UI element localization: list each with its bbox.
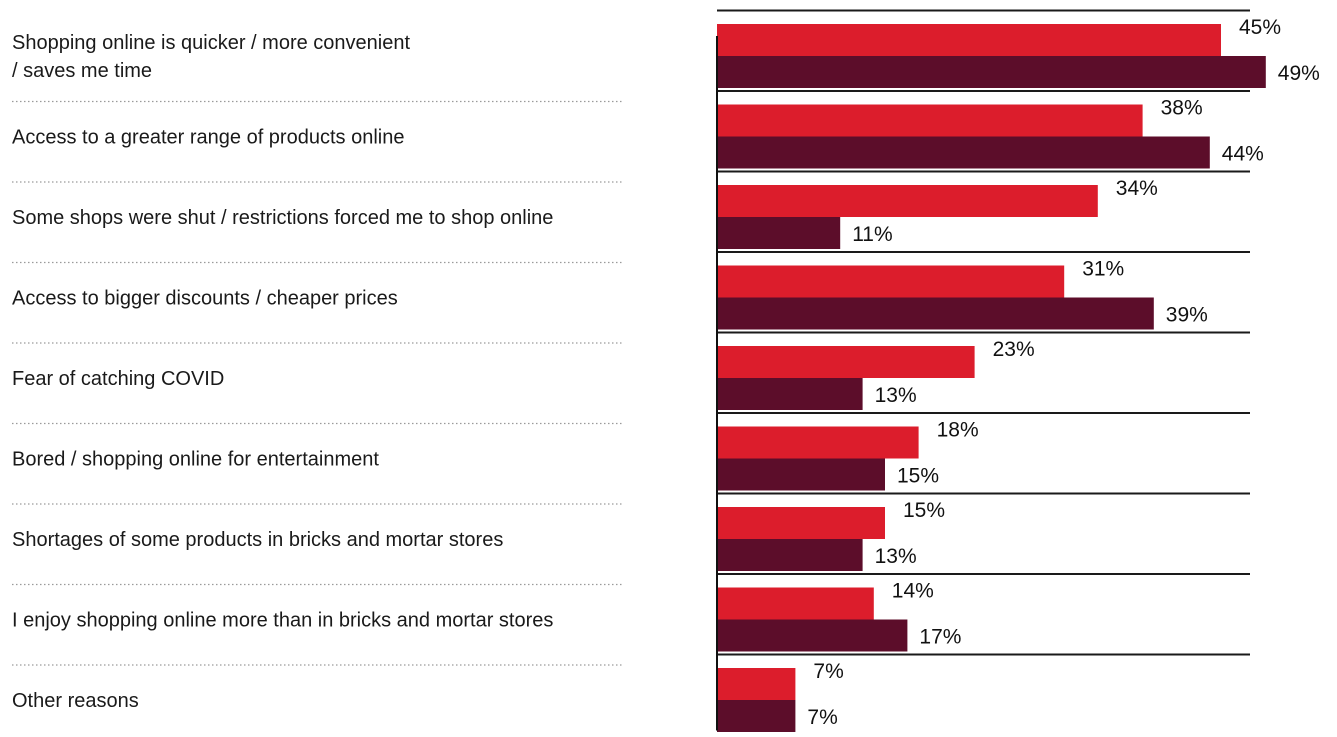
bar-series-1 <box>717 265 1065 298</box>
value-labels: 45% 49% 38% 44% 34% 11% 31% 39% 23% 13% 18% 15% 15% 1… <box>807 16 1319 729</box>
bar-series-2 <box>717 217 841 249</box>
data-label: 38% <box>1161 97 1203 120</box>
bar-series-1 <box>717 587 874 620</box>
category-label: I enjoy shopping online more than in bri… <box>12 610 553 632</box>
bar-series-1 <box>717 185 1098 217</box>
bar-series-2 <box>717 458 885 491</box>
bar-series-1 <box>717 668 796 700</box>
data-label: 44% <box>1222 143 1264 166</box>
data-label: 7% <box>807 706 837 729</box>
data-label: 13% <box>875 384 917 407</box>
data-label: 17% <box>919 626 961 649</box>
data-label: 45% <box>1239 16 1281 39</box>
bar-series-2 <box>717 378 863 410</box>
category-label: Shortages of some products in bricks and… <box>12 529 503 551</box>
data-label: 15% <box>897 465 939 488</box>
data-label: 11% <box>852 223 892 246</box>
category-label: / saves me time <box>12 60 152 82</box>
bar-series-1 <box>717 104 1143 137</box>
bar-series-1 <box>717 24 1221 56</box>
data-label: 31% <box>1082 258 1124 281</box>
data-label: 49% <box>1278 62 1320 85</box>
bar-series-2 <box>717 700 796 732</box>
category-label: Access to bigger discounts / cheaper pri… <box>12 288 398 310</box>
data-label: 39% <box>1166 304 1208 327</box>
bar-series-1 <box>717 346 975 378</box>
category-label: Shopping online is quicker / more conven… <box>12 32 410 54</box>
category-label: Access to a greater range of products on… <box>12 127 404 149</box>
bar-series-2 <box>717 56 1266 88</box>
category-label: Bored / shopping online for entertainmen… <box>12 449 379 471</box>
bar-series-2 <box>717 297 1154 330</box>
category-label: Some shops were shut / restrictions forc… <box>12 207 553 229</box>
bar-series-2 <box>717 539 863 571</box>
bars <box>717 24 1266 732</box>
bar-series-2 <box>717 136 1210 169</box>
data-label: 34% <box>1116 177 1158 200</box>
category-label: Other reasons <box>12 690 139 712</box>
data-label: 7% <box>813 660 843 683</box>
data-label: 14% <box>892 580 934 603</box>
data-label: 23% <box>993 338 1035 361</box>
data-label: 15% <box>903 499 945 522</box>
data-label: 18% <box>937 419 979 442</box>
dotted-separators <box>12 100 622 666</box>
bar-series-1 <box>717 507 885 539</box>
bar-series-2 <box>717 619 908 652</box>
data-label: 13% <box>875 545 917 568</box>
bar-series-1 <box>717 426 919 459</box>
category-label: Fear of catching COVID <box>12 368 224 390</box>
category-labels: Shopping online is quicker / more conven… <box>12 32 553 712</box>
row-divider-lines <box>717 9 1250 656</box>
